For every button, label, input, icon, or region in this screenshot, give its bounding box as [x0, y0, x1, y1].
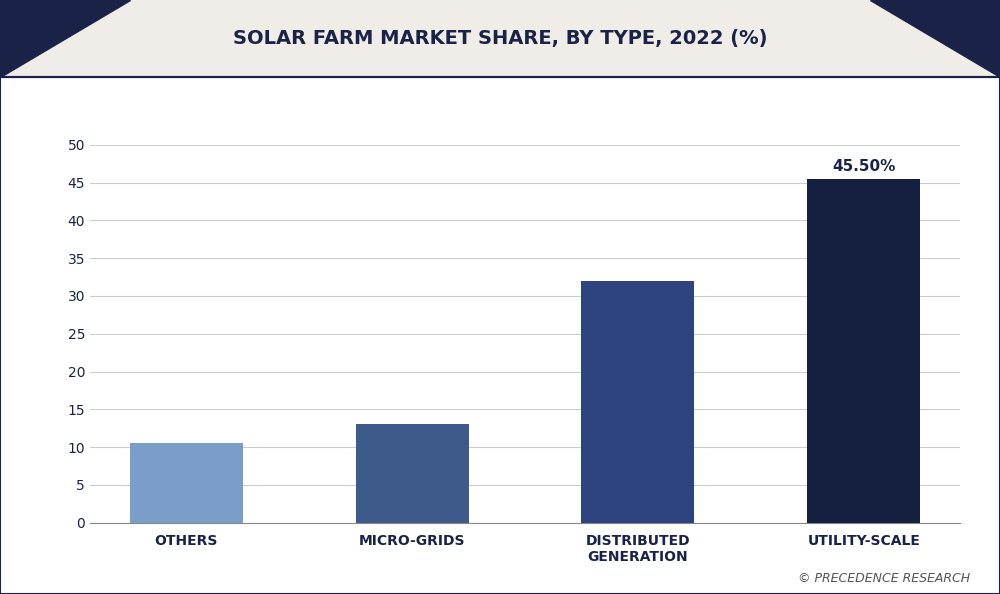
Text: 45.50%: 45.50%: [832, 159, 896, 174]
Text: SOLAR FARM MARKET SHARE, BY TYPE, 2022 (%): SOLAR FARM MARKET SHARE, BY TYPE, 2022 (…: [233, 29, 767, 48]
Bar: [130, 443, 243, 523]
Bar: [581, 281, 694, 523]
Bar: [356, 425, 469, 523]
Text: © PRECEDENCE RESEARCH: © PRECEDENCE RESEARCH: [798, 572, 970, 585]
Bar: [807, 179, 920, 523]
